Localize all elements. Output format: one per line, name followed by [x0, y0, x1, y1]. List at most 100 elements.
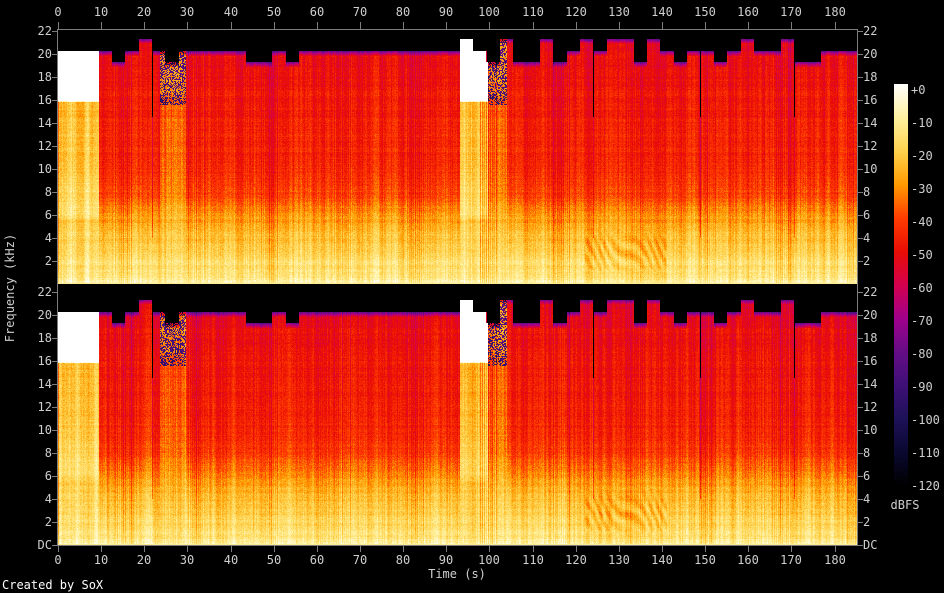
freq-tick-label-left-ch1: 12: [37, 139, 52, 153]
spectrogram-channel-1: [58, 30, 857, 284]
freq-tick-label-left-ch2: 2: [44, 515, 52, 529]
freq-tick-label-right-ch2: 18: [863, 331, 878, 345]
freq-tick-label-left-ch1: 6: [44, 208, 52, 222]
freq-tick-label-left-ch1: 16: [37, 93, 52, 107]
freq-tick-right: [858, 238, 863, 239]
time-tick-label-top: 70: [352, 5, 368, 19]
freq-tick-label-left-ch2: 22: [37, 285, 52, 299]
time-tick-label-bottom: 140: [651, 553, 673, 567]
freq-tick-label-left-ch2: 4: [44, 492, 52, 506]
time-tick-label-top: 60: [309, 5, 325, 19]
credit-text: Created by SoX: [2, 578, 104, 592]
freq-tick-label-right-ch1: 6: [863, 208, 871, 222]
time-tick-label-top: 130: [608, 5, 630, 19]
spectrogram-channel-2: [58, 291, 857, 545]
freq-tick-left: [52, 146, 57, 147]
time-tick-bottom: [835, 546, 836, 552]
freq-tick-label-right-ch2: 8: [863, 446, 871, 460]
time-tick-bottom: [144, 546, 145, 552]
freq-tick-left: [52, 169, 57, 170]
freq-tick-label-right-ch2: 20: [863, 308, 878, 322]
freq-tick-right: [858, 407, 863, 408]
freq-tick-left: [52, 476, 57, 477]
freq-tick-left: [52, 361, 57, 362]
freq-tick-left: [52, 192, 57, 193]
frame-left-line: [57, 29, 58, 546]
time-tick-bottom: [187, 546, 188, 552]
time-tick-label-top: 30: [179, 5, 195, 19]
freq-tick-right: [858, 146, 863, 147]
freq-tick-left: [52, 407, 57, 408]
time-tick-bottom: [403, 546, 404, 552]
freq-tick-left: [52, 338, 57, 339]
time-tick-label-bottom: 160: [737, 553, 759, 567]
time-tick-bottom: [360, 546, 361, 552]
freq-tick-label-right-ch2: DC: [863, 538, 878, 552]
freq-tick-right: [858, 123, 863, 124]
freq-tick-right: [858, 430, 863, 431]
freq-tick-left: [52, 522, 57, 523]
freq-tick-label-left-ch2: 12: [37, 400, 52, 414]
time-tick-top: [446, 22, 447, 29]
colorbar-tick-label: -10: [911, 116, 933, 130]
freq-tick-right: [858, 169, 863, 170]
freq-tick-label-left-ch1: 18: [37, 70, 52, 84]
freq-tick-label-right-ch1: 12: [863, 139, 878, 153]
freq-tick-label-right-ch1: 16: [863, 93, 878, 107]
time-tick-bottom: [446, 546, 447, 552]
time-tick-top: [58, 22, 59, 29]
time-tick-top: [274, 22, 275, 29]
time-tick-label-bottom: 110: [522, 553, 544, 567]
time-tick-label-top: 10: [93, 5, 109, 19]
time-tick-bottom: [58, 546, 59, 552]
freq-tick-left: [52, 215, 57, 216]
freq-tick-right: [858, 261, 863, 262]
freq-tick-right: [858, 522, 863, 523]
time-tick-label-bottom: 170: [780, 553, 802, 567]
time-tick-top: [403, 22, 404, 29]
time-tick-label-bottom: 80: [395, 553, 411, 567]
colorbar-tick-label: -110: [911, 446, 940, 460]
time-tick-top: [619, 22, 620, 29]
time-tick-bottom: [317, 546, 318, 552]
freq-tick-right: [858, 338, 863, 339]
time-tick-label-bottom: 120: [565, 553, 587, 567]
time-tick-top: [187, 22, 188, 29]
colorbar-tick-label: -100: [911, 413, 940, 427]
freq-tick-left: [52, 453, 57, 454]
freq-tick-label-right-ch1: 14: [863, 116, 878, 130]
freq-tick-label-left-ch1: 10: [37, 162, 52, 176]
freq-tick-right: [858, 54, 863, 55]
freq-tick-left: [52, 31, 57, 32]
freq-tick-label-right-ch1: 20: [863, 47, 878, 61]
time-tick-top: [791, 22, 792, 29]
time-tick-label-bottom: 40: [223, 553, 239, 567]
time-tick-label-bottom: 90: [438, 553, 454, 567]
freq-tick-label-left-ch2: 8: [44, 446, 52, 460]
colorbar-tick-label: -90: [911, 380, 933, 394]
time-tick-label-top: 160: [737, 5, 759, 19]
time-tick-bottom: [576, 546, 577, 552]
freq-tick-label-right-ch2: 22: [863, 285, 878, 299]
freq-tick-left: [52, 238, 57, 239]
colorbar-tick-label: -40: [911, 215, 933, 229]
colorbar-tick-label: -50: [911, 248, 933, 262]
x-axis-title: Time (s): [428, 567, 486, 581]
freq-tick-label-left-ch2: DC: [37, 538, 52, 552]
time-tick-top: [360, 22, 361, 29]
freq-tick-left: [52, 54, 57, 55]
freq-tick-right: [858, 361, 863, 362]
freq-tick-left: [52, 499, 57, 500]
time-tick-label-top: 110: [522, 5, 544, 19]
time-tick-label-top: 20: [136, 5, 152, 19]
freq-tick-label-right-ch2: 16: [863, 354, 878, 368]
time-tick-label-top: 50: [266, 5, 282, 19]
time-tick-label-bottom: 50: [266, 553, 282, 567]
colorbar-tick-label: -120: [911, 479, 940, 493]
freq-tick-right: [858, 100, 863, 101]
freq-tick-label-left-ch2: 14: [37, 377, 52, 391]
time-tick-label-top: 170: [780, 5, 802, 19]
time-tick-label-top: 80: [395, 5, 411, 19]
freq-tick-label-left-ch1: 20: [37, 47, 52, 61]
freq-tick-left: [52, 545, 57, 546]
